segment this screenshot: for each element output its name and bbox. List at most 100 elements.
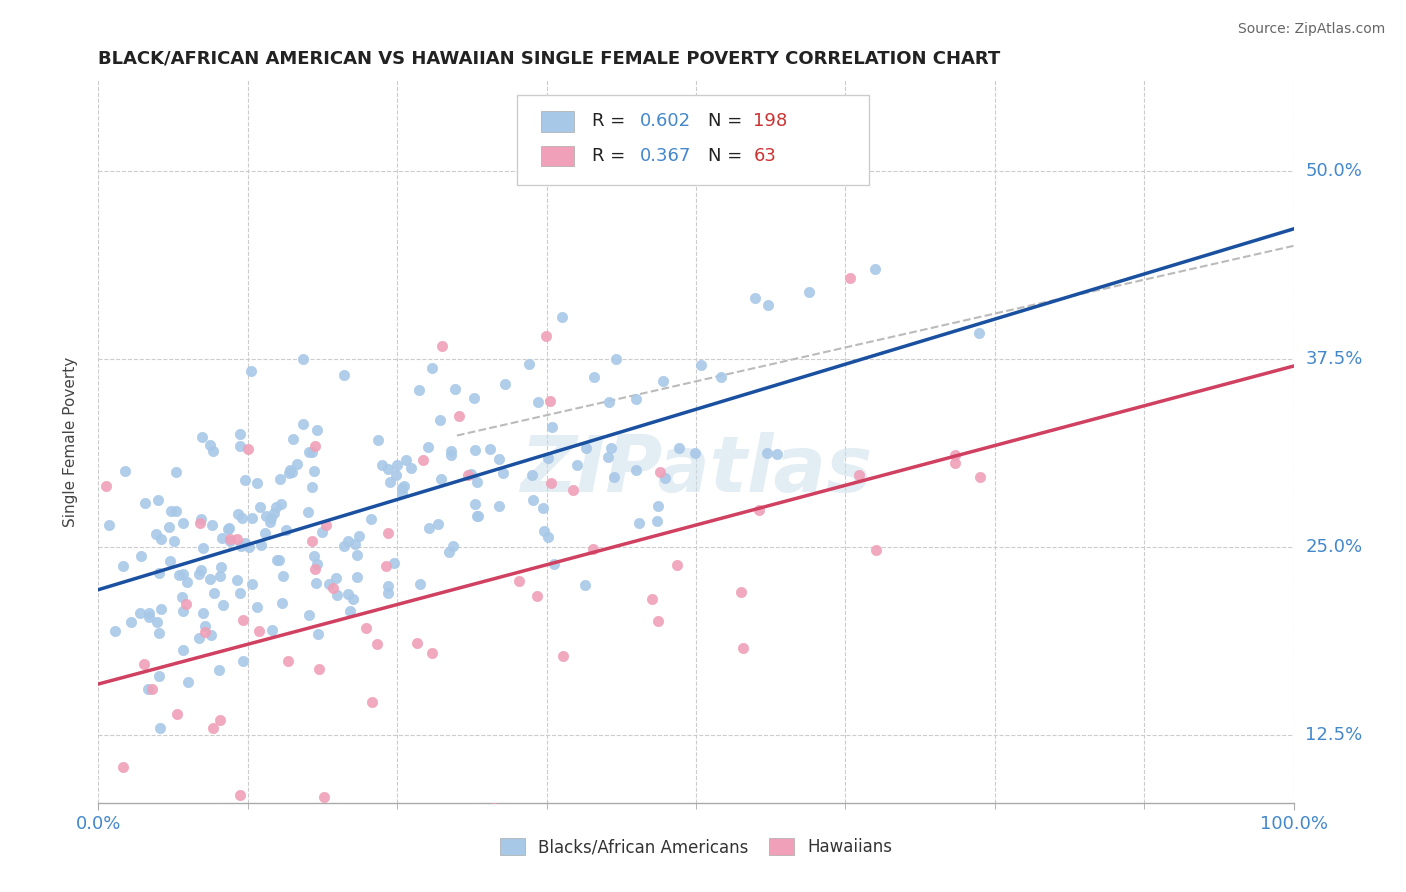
Point bbox=[531, 501, 554, 516]
Point bbox=[253, 525, 276, 540]
Point bbox=[159, 554, 181, 568]
Point bbox=[387, 458, 409, 472]
Point bbox=[434, 811, 457, 825]
Point bbox=[172, 643, 194, 657]
Point bbox=[217, 522, 239, 536]
Point bbox=[209, 713, 232, 727]
Point bbox=[198, 572, 221, 586]
Point bbox=[430, 472, 453, 486]
Text: 63: 63 bbox=[754, 147, 776, 165]
Point bbox=[465, 475, 488, 489]
Text: ZIPatlas: ZIPatlas bbox=[520, 433, 872, 508]
Point bbox=[145, 615, 167, 629]
Point bbox=[336, 533, 359, 548]
Point bbox=[141, 811, 163, 825]
Point bbox=[301, 445, 323, 459]
Point bbox=[157, 520, 180, 534]
Point bbox=[374, 559, 396, 574]
Point bbox=[408, 383, 430, 397]
Point bbox=[291, 417, 314, 431]
Point bbox=[172, 516, 194, 531]
Point bbox=[231, 511, 253, 525]
Point bbox=[172, 604, 194, 618]
Point bbox=[194, 624, 217, 639]
Point bbox=[377, 586, 399, 600]
Point bbox=[285, 457, 308, 471]
Point bbox=[464, 497, 486, 511]
Point bbox=[305, 423, 328, 437]
Point bbox=[463, 391, 485, 405]
Point bbox=[200, 438, 222, 452]
Point bbox=[226, 507, 249, 521]
Point bbox=[278, 466, 301, 480]
Point bbox=[278, 463, 301, 477]
Point bbox=[277, 654, 299, 668]
Point bbox=[488, 499, 510, 513]
Point bbox=[391, 481, 413, 495]
Point bbox=[439, 545, 461, 559]
Point bbox=[229, 427, 252, 442]
Point bbox=[218, 521, 240, 535]
Point bbox=[583, 370, 606, 384]
Point bbox=[307, 558, 329, 572]
Point bbox=[193, 606, 215, 620]
Point bbox=[226, 573, 249, 587]
Point bbox=[533, 524, 555, 538]
Point bbox=[260, 511, 283, 525]
Legend: Blacks/African Americans, Hawaiians: Blacks/African Americans, Hawaiians bbox=[494, 831, 898, 863]
Point bbox=[263, 506, 285, 520]
Point bbox=[444, 382, 467, 396]
Point bbox=[229, 439, 252, 453]
Point bbox=[385, 467, 408, 482]
Point bbox=[538, 393, 561, 408]
Point bbox=[603, 469, 626, 483]
Y-axis label: Single Female Poverty: Single Female Poverty bbox=[63, 357, 77, 526]
Point bbox=[797, 285, 820, 299]
Point bbox=[969, 470, 991, 484]
Point bbox=[666, 558, 689, 572]
Point bbox=[262, 624, 284, 638]
Point bbox=[647, 499, 669, 513]
Point bbox=[190, 563, 212, 577]
Point bbox=[94, 478, 117, 492]
Text: 198: 198 bbox=[754, 112, 787, 130]
Point bbox=[112, 559, 135, 574]
Point bbox=[943, 448, 966, 462]
Point bbox=[460, 467, 482, 482]
Point bbox=[270, 497, 292, 511]
Point bbox=[654, 471, 676, 485]
Point bbox=[148, 669, 170, 683]
Point bbox=[149, 721, 172, 735]
Point bbox=[271, 568, 294, 582]
Point bbox=[266, 553, 288, 567]
Point bbox=[520, 468, 543, 483]
Point bbox=[540, 476, 562, 491]
Point bbox=[194, 619, 217, 633]
Point bbox=[522, 493, 544, 508]
Point bbox=[318, 577, 340, 591]
Point bbox=[162, 811, 184, 825]
Point bbox=[440, 448, 463, 462]
Point bbox=[240, 577, 263, 591]
Point bbox=[575, 441, 598, 455]
Point bbox=[429, 413, 451, 427]
Point bbox=[744, 291, 766, 305]
FancyBboxPatch shape bbox=[541, 146, 574, 166]
Point bbox=[212, 598, 235, 612]
Point bbox=[170, 591, 193, 605]
Point bbox=[305, 576, 328, 591]
Point bbox=[527, 394, 550, 409]
Point bbox=[218, 532, 240, 546]
Point bbox=[219, 534, 242, 549]
Point bbox=[441, 540, 464, 554]
Point bbox=[598, 395, 620, 409]
Point bbox=[201, 517, 224, 532]
Point bbox=[756, 298, 779, 312]
Point bbox=[599, 441, 621, 455]
Point bbox=[731, 640, 754, 655]
Point bbox=[337, 587, 360, 601]
Point bbox=[269, 472, 291, 486]
Point bbox=[297, 504, 319, 518]
Point bbox=[274, 524, 297, 538]
Point bbox=[551, 310, 574, 324]
